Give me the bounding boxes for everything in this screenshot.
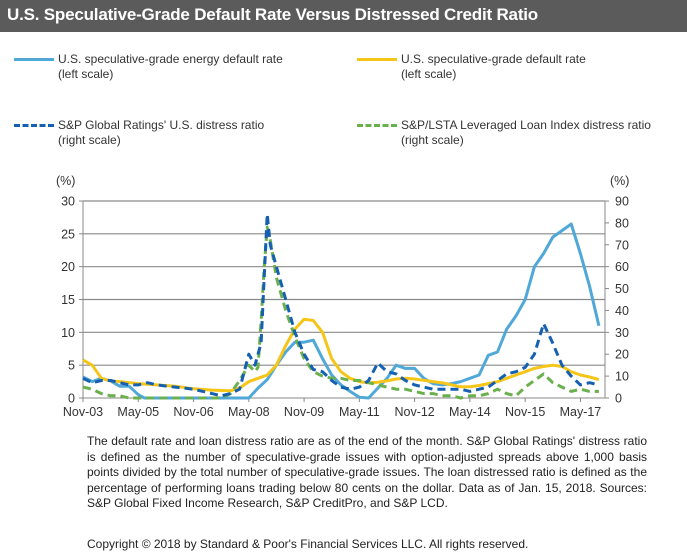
x-tick-label: Nov-06 xyxy=(173,405,213,419)
series-line-lsta-distress xyxy=(82,225,599,400)
x-tick-label: Nov-03 xyxy=(63,405,103,419)
line-chart: 0 5 10 15 20 25 30 0 10 20 30 40 50 60 70 80 90 Nov-03 May… xyxy=(56,174,629,419)
x-tick-label: Nov-15 xyxy=(505,405,545,419)
right-tick-label: 0 xyxy=(615,392,622,406)
right-tick-label: 90 xyxy=(615,195,629,209)
x-tick-label: Nov-12 xyxy=(394,405,434,419)
legend-sublabel: (left scale) xyxy=(401,67,457,81)
series-line-energy-default xyxy=(82,222,601,400)
left-axis-label: (%) xyxy=(56,174,75,188)
legend-label: S&P Global Ratings' U.S. distress ratio xyxy=(58,118,265,132)
legend-label: U.S. speculative-grade energy default ra… xyxy=(58,52,283,66)
right-tick-label: 70 xyxy=(615,238,629,252)
x-tick-label: May-08 xyxy=(228,405,270,419)
legend-label: S&P/LSTA Leveraged Loan Index distress r… xyxy=(401,118,651,132)
header-bar: U.S. Speculative-Grade Default Rate Vers… xyxy=(0,0,687,32)
left-tick-label: 15 xyxy=(61,293,75,307)
right-tick-label: 30 xyxy=(615,326,629,340)
left-tick-label: 25 xyxy=(61,227,75,241)
right-tick-label: 60 xyxy=(615,260,629,274)
legend-label: U.S. speculative-grade default rate xyxy=(401,52,586,66)
legend-swatch-dashed xyxy=(14,124,54,127)
copyright: Copyright © 2018 by Standard & Poor's Fi… xyxy=(87,537,529,551)
right-tick-label: 40 xyxy=(615,304,629,318)
x-tick-label: May-17 xyxy=(560,405,602,419)
left-tick-label: 0 xyxy=(68,392,75,406)
series-line-sp-distress xyxy=(82,212,600,398)
legend-swatch-solid xyxy=(357,58,397,61)
x-tick-label: May-05 xyxy=(117,405,159,419)
right-tick-label: 20 xyxy=(615,348,629,362)
legend-swatch-solid xyxy=(14,58,54,61)
x-tick-label: May-11 xyxy=(339,405,380,419)
left-tick-label: 10 xyxy=(61,326,75,340)
right-tick-label: 80 xyxy=(615,216,629,230)
x-tick-label: May-14 xyxy=(449,405,491,419)
left-tick-label: 30 xyxy=(61,195,75,209)
series-line-default-rate xyxy=(82,317,600,393)
legend-sublabel: (right scale) xyxy=(58,133,121,147)
right-tick-label: 10 xyxy=(615,370,629,384)
left-tick-label: 20 xyxy=(61,260,75,274)
chart-title: U.S. Speculative-Grade Default Rate Vers… xyxy=(7,5,538,24)
legend-sublabel: (left scale) xyxy=(58,67,114,81)
right-axis-label: (%) xyxy=(610,174,629,188)
x-tick-label: Nov-09 xyxy=(284,405,324,419)
right-tick-label: 50 xyxy=(615,282,629,296)
footnote: The default rate and loan distress ratio… xyxy=(87,434,647,510)
legend-swatch-dashed xyxy=(357,124,397,127)
legend-sublabel: (right scale) xyxy=(401,133,464,147)
left-tick-label: 5 xyxy=(68,359,75,373)
